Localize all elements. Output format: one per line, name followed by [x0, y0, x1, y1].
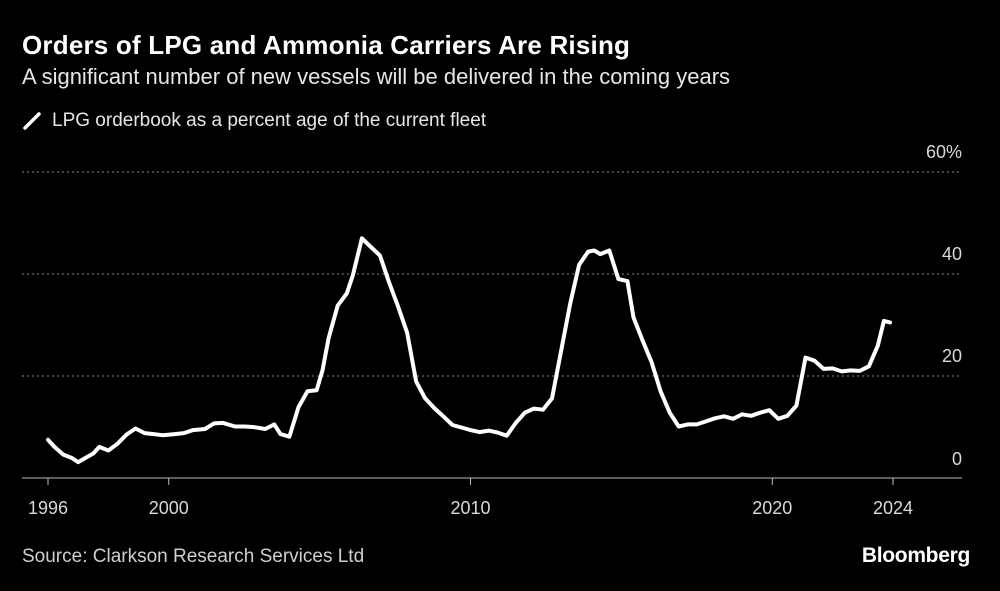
legend: LPG orderbook as a percent age of the cu…: [22, 110, 486, 132]
series-line: [46, 236, 892, 465]
gridlines: [22, 171, 962, 377]
bloomberg-logo: Bloomberg: [861, 544, 970, 567]
x-tick-label: 2010: [450, 498, 490, 518]
chart-subtitle: A significant number of new vessels will…: [22, 64, 731, 89]
y-tick-label: 0: [952, 449, 962, 469]
x-tick-label: 2000: [149, 498, 189, 518]
legend-line-icon: [23, 112, 41, 130]
y-tick-label: 40: [942, 244, 962, 264]
y-tick-label: 20: [942, 346, 962, 366]
y-tick-label: 60%: [926, 142, 962, 162]
legend-label: LPG orderbook as a percent age of the cu…: [52, 110, 487, 131]
x-tick-label: 2024: [873, 498, 913, 518]
x-axis: 1996 2000 2010 2020 2024: [22, 477, 962, 518]
x-tick-label: 2020: [752, 498, 792, 518]
x-tick-label: 1996: [28, 498, 68, 518]
source-note: Source: Clarkson Research Services Ltd: [22, 546, 365, 567]
y-axis-labels: 0 20 40 60%: [926, 142, 962, 469]
series-layer: [46, 236, 892, 465]
chart-title: Orders of LPG and Ammonia Carriers Are R…: [22, 30, 631, 60]
